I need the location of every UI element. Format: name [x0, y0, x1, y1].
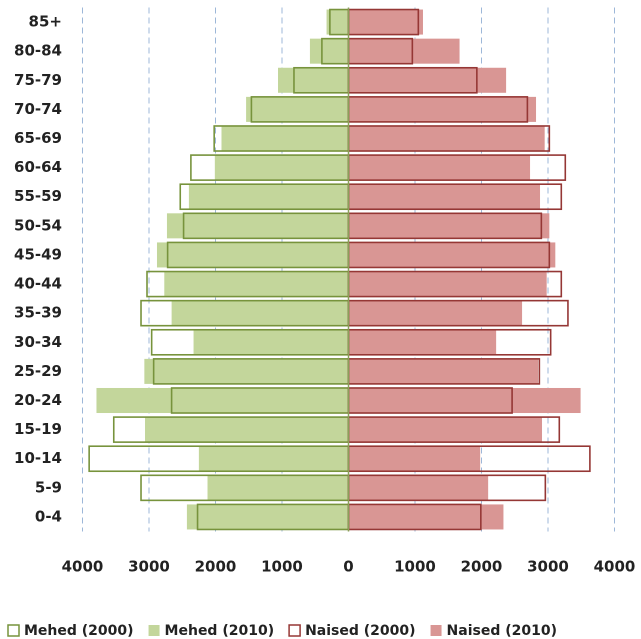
bar	[348, 475, 489, 501]
bar	[348, 446, 481, 472]
y-tick-label: 40-44	[14, 275, 62, 293]
bar	[348, 67, 507, 93]
legend-swatch	[430, 625, 442, 636]
legend-label: Mehed (2000)	[24, 623, 134, 639]
x-tick-label: 1000	[394, 558, 436, 576]
x-tick-label: 0	[343, 558, 353, 576]
y-tick-label: 0-4	[35, 507, 62, 525]
bar	[348, 387, 581, 414]
legend-label: Naised (2010)	[447, 623, 557, 639]
bar	[348, 155, 531, 181]
bar	[164, 271, 349, 297]
legend: Mehed (2000) Mehed (2010) Naised (2000) Nai…	[7, 623, 557, 639]
y-tick-label: 30-34	[14, 333, 62, 351]
bar	[156, 242, 349, 268]
legend-swatch	[7, 624, 20, 637]
y-tick-label: 55-59	[14, 187, 62, 205]
x-tick-label: 4000	[594, 558, 636, 576]
bar	[348, 213, 550, 239]
legend-swatch	[148, 625, 160, 636]
y-tick-label: 50-54	[14, 216, 62, 234]
bar	[326, 9, 349, 35]
x-tick-label: 2000	[195, 558, 237, 576]
bar	[348, 96, 537, 122]
bar	[348, 184, 541, 210]
bar	[193, 329, 349, 355]
bar	[207, 475, 349, 501]
bar	[348, 242, 556, 268]
legend-swatch	[288, 624, 301, 637]
bar	[246, 96, 349, 122]
bar	[198, 446, 349, 472]
bar	[348, 125, 545, 152]
x-tick-label: 1000	[261, 558, 303, 576]
bar	[348, 9, 423, 35]
bar	[188, 184, 349, 210]
bar	[348, 358, 539, 384]
bar	[144, 358, 349, 384]
bar	[166, 213, 349, 239]
y-tick-label: 45-49	[14, 245, 62, 263]
x-tick-label: 2000	[461, 558, 503, 576]
bar	[214, 155, 349, 181]
y-tick-label: 70-74	[14, 100, 62, 118]
bar	[348, 417, 543, 443]
y-tick-label: 60-64	[14, 158, 62, 176]
bar	[348, 504, 504, 530]
bar	[145, 417, 349, 443]
y-tick-label: 15-19	[14, 420, 62, 438]
bar	[348, 300, 523, 326]
legend-label: Naised (2000)	[305, 623, 415, 639]
legend-label: Mehed (2010)	[165, 623, 275, 639]
y-tick-label: 20-24	[14, 391, 62, 409]
y-tick-label: 35-39	[14, 304, 62, 322]
y-tick-label: 80-84	[14, 42, 62, 60]
bar	[96, 387, 349, 414]
bar	[348, 38, 460, 64]
y-tick-label: 25-29	[14, 362, 62, 380]
x-tick-label: 4000	[62, 558, 104, 576]
bar	[221, 125, 349, 152]
y-tick-label: 85+	[29, 13, 62, 31]
y-tick-label: 10-14	[14, 449, 62, 467]
y-tick-label: 5-9	[35, 478, 62, 496]
y-tick-label: 75-79	[14, 71, 62, 89]
x-tick-label: 3000	[527, 558, 569, 576]
bar	[309, 38, 349, 64]
bar	[186, 504, 349, 530]
x-tick-label: 3000	[128, 558, 170, 576]
bar	[171, 300, 349, 326]
bar	[348, 271, 547, 297]
y-tick-label: 65-69	[14, 129, 62, 147]
bar	[348, 329, 497, 355]
bar	[278, 67, 349, 93]
